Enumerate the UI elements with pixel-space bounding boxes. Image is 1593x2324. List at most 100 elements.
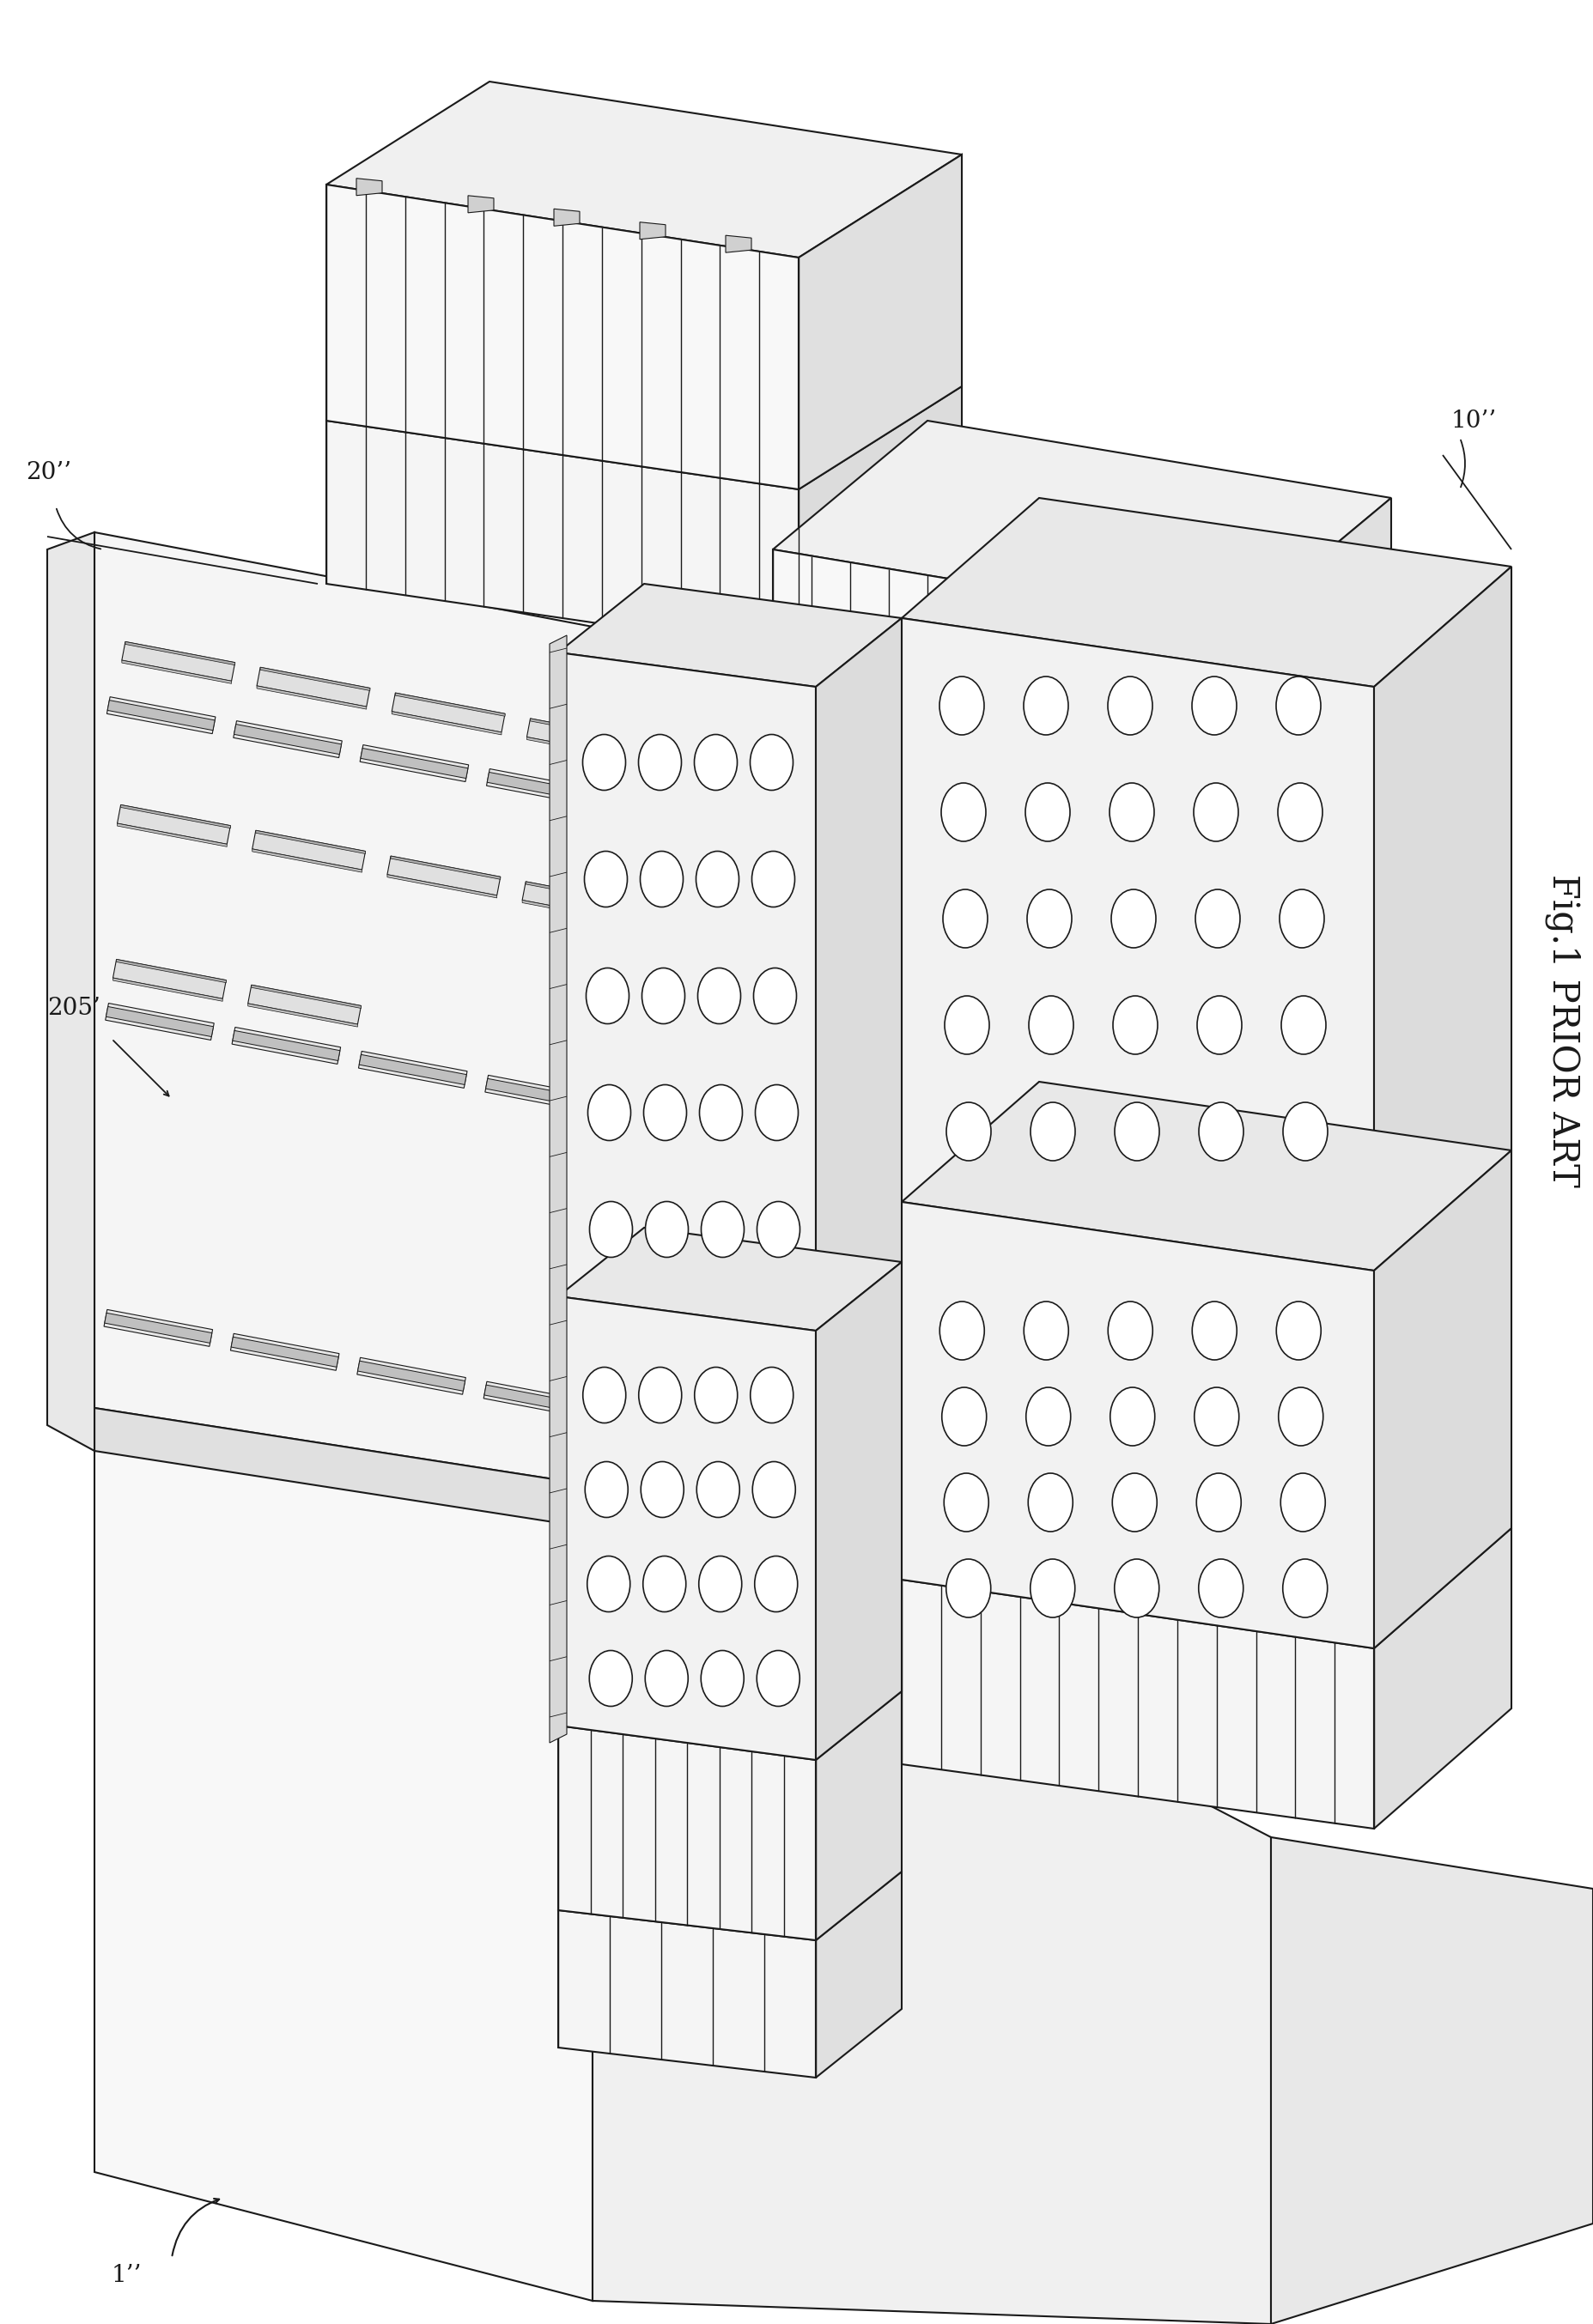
Polygon shape	[798, 386, 962, 653]
Polygon shape	[640, 223, 666, 239]
Polygon shape	[902, 1459, 1512, 1648]
Ellipse shape	[1281, 997, 1325, 1055]
Ellipse shape	[1281, 1473, 1325, 1532]
Polygon shape	[327, 421, 798, 653]
Polygon shape	[256, 830, 365, 853]
Polygon shape	[527, 737, 637, 760]
Polygon shape	[773, 548, 1236, 772]
Ellipse shape	[642, 969, 685, 1025]
Polygon shape	[902, 1202, 1375, 1648]
Polygon shape	[94, 532, 593, 1485]
Polygon shape	[395, 693, 505, 716]
Polygon shape	[107, 697, 215, 734]
Ellipse shape	[753, 969, 796, 1025]
Ellipse shape	[645, 1650, 688, 1706]
Polygon shape	[360, 744, 468, 781]
Polygon shape	[798, 153, 962, 490]
Polygon shape	[773, 421, 1391, 627]
Polygon shape	[593, 1485, 1271, 2324]
Polygon shape	[107, 1006, 213, 1037]
Ellipse shape	[945, 997, 989, 1055]
Polygon shape	[484, 1380, 593, 1418]
Ellipse shape	[940, 676, 984, 734]
Ellipse shape	[583, 734, 626, 790]
Ellipse shape	[1196, 1473, 1241, 1532]
Ellipse shape	[941, 1387, 986, 1446]
Polygon shape	[327, 184, 798, 490]
Polygon shape	[234, 720, 342, 758]
Polygon shape	[105, 1313, 212, 1343]
Ellipse shape	[645, 1202, 688, 1257]
Ellipse shape	[1200, 1102, 1244, 1160]
Ellipse shape	[946, 1559, 991, 1618]
Polygon shape	[558, 1657, 902, 1759]
Ellipse shape	[943, 890, 988, 948]
Polygon shape	[558, 1841, 902, 1941]
Polygon shape	[1271, 1838, 1593, 2324]
Ellipse shape	[695, 734, 738, 790]
Ellipse shape	[1195, 890, 1239, 948]
Polygon shape	[1236, 497, 1391, 772]
Ellipse shape	[1192, 676, 1236, 734]
Ellipse shape	[701, 1650, 744, 1706]
Ellipse shape	[1279, 1387, 1324, 1446]
Polygon shape	[327, 81, 962, 258]
Ellipse shape	[1026, 1387, 1070, 1446]
Polygon shape	[816, 1871, 902, 2078]
Polygon shape	[249, 1004, 357, 1027]
Polygon shape	[121, 804, 231, 827]
Ellipse shape	[1276, 1301, 1321, 1360]
Polygon shape	[234, 725, 341, 755]
Polygon shape	[550, 634, 567, 1743]
Polygon shape	[392, 693, 505, 732]
Ellipse shape	[588, 1557, 631, 1613]
Polygon shape	[116, 960, 226, 983]
Polygon shape	[94, 1408, 593, 1529]
Ellipse shape	[757, 1202, 800, 1257]
Polygon shape	[107, 700, 215, 730]
Polygon shape	[231, 1334, 339, 1371]
Polygon shape	[94, 532, 593, 2301]
Ellipse shape	[589, 1650, 632, 1706]
Ellipse shape	[696, 851, 739, 906]
Polygon shape	[231, 1336, 339, 1367]
Ellipse shape	[1107, 676, 1152, 734]
Polygon shape	[387, 874, 497, 897]
Polygon shape	[902, 1580, 1375, 1829]
Polygon shape	[902, 618, 1375, 1271]
Polygon shape	[252, 985, 362, 1009]
Ellipse shape	[586, 969, 629, 1025]
Polygon shape	[523, 899, 632, 923]
Ellipse shape	[1198, 1559, 1243, 1618]
Ellipse shape	[1027, 890, 1072, 948]
Polygon shape	[1375, 1529, 1512, 1829]
Ellipse shape	[750, 1367, 793, 1422]
Polygon shape	[816, 1692, 902, 1941]
Ellipse shape	[695, 1367, 738, 1422]
Polygon shape	[558, 583, 902, 688]
Polygon shape	[327, 318, 962, 490]
Ellipse shape	[1112, 890, 1157, 948]
Ellipse shape	[1109, 783, 1155, 841]
Polygon shape	[260, 667, 370, 690]
Polygon shape	[902, 497, 1512, 688]
Ellipse shape	[696, 1462, 739, 1518]
Ellipse shape	[585, 1462, 628, 1518]
Ellipse shape	[946, 1102, 991, 1160]
Polygon shape	[121, 660, 231, 683]
Ellipse shape	[1114, 997, 1158, 1055]
Polygon shape	[558, 1910, 816, 2078]
Polygon shape	[105, 1004, 213, 1041]
Ellipse shape	[585, 851, 628, 906]
Ellipse shape	[1282, 1559, 1327, 1618]
Ellipse shape	[699, 1557, 742, 1613]
Polygon shape	[104, 1308, 212, 1346]
Polygon shape	[360, 748, 468, 779]
Ellipse shape	[1024, 676, 1069, 734]
Ellipse shape	[752, 851, 795, 906]
Ellipse shape	[757, 1650, 800, 1706]
Text: 20’’: 20’’	[25, 460, 72, 483]
Ellipse shape	[588, 1085, 631, 1141]
Ellipse shape	[639, 734, 682, 790]
Text: Fig.1 PRIOR ART: Fig.1 PRIOR ART	[1545, 874, 1580, 1188]
